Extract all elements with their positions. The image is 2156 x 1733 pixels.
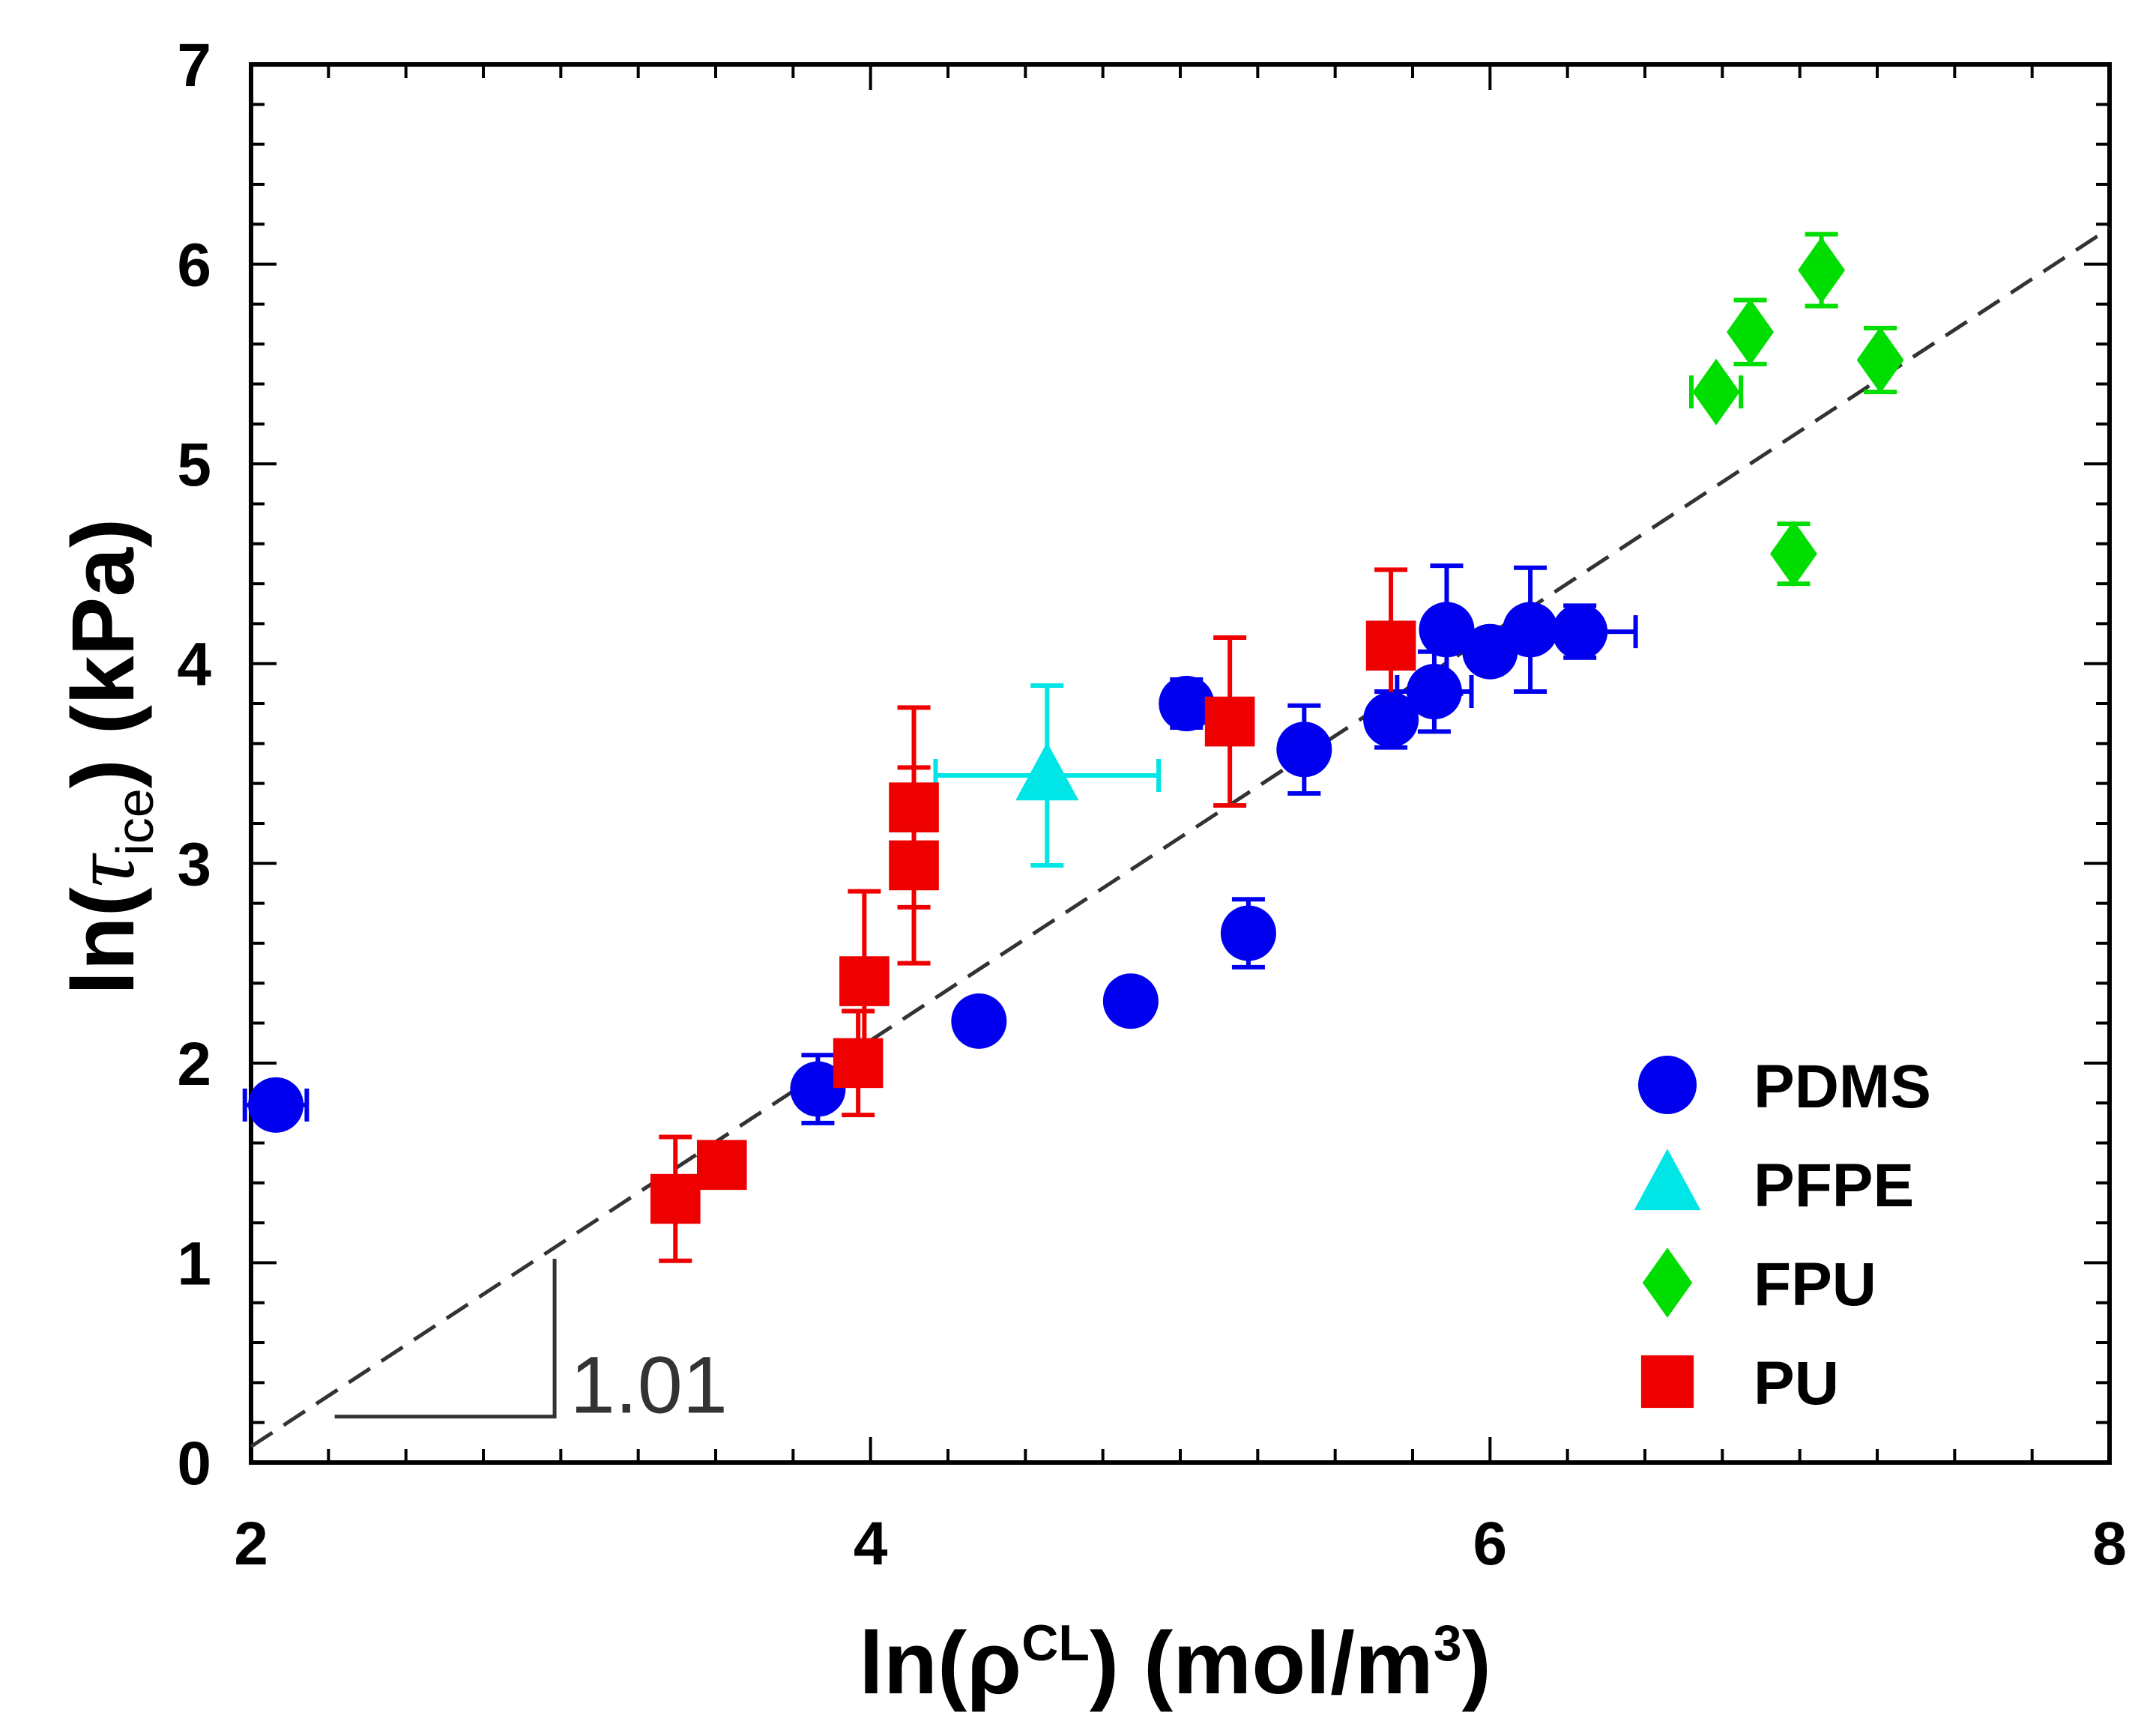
data-points <box>248 237 1904 1224</box>
pu-point <box>1365 620 1416 671</box>
y-tick-label: 6 <box>177 232 211 300</box>
x-tick-label: 8 <box>2092 1510 2127 1578</box>
x-tick-label: 4 <box>854 1510 888 1578</box>
y-tick-label: 1 <box>177 1230 211 1298</box>
y-tick-label: 5 <box>177 431 211 499</box>
pu-point <box>696 1140 747 1191</box>
pdms-point <box>790 1061 846 1117</box>
slope-label: 1.01 <box>570 1339 728 1430</box>
pdms-point <box>1363 692 1419 748</box>
fpu-point <box>1769 520 1817 587</box>
legend-pu-marker <box>1640 1355 1694 1409</box>
pdms-point <box>1220 905 1276 961</box>
pfpe-point <box>1015 742 1079 801</box>
pu-point <box>889 782 939 832</box>
legend: PDMS PFPE FPU PU <box>1634 1053 1931 1418</box>
pdms-point <box>1406 664 1462 720</box>
legend-pfpe-label: PFPE <box>1754 1152 1914 1220</box>
x-tick-label: 6 <box>1473 1510 1508 1578</box>
y-tick-label: 7 <box>177 31 211 100</box>
pdms-point <box>1159 676 1215 732</box>
axis-tick-labels: 2 4 6 8 0 1 2 3 4 5 6 7 <box>177 31 2126 1578</box>
fpu-point <box>1692 358 1740 426</box>
x-axis-title: ln(ρCL) (mol/m3) <box>859 1614 1491 1713</box>
pdms-point <box>1503 602 1559 658</box>
pu-point <box>650 1173 701 1224</box>
pdms-point <box>1276 722 1332 778</box>
legend-pdms-label: PDMS <box>1754 1053 1931 1121</box>
fpu-point <box>1798 237 1846 303</box>
y-tick-label: 4 <box>177 631 211 699</box>
pdms-point <box>1552 604 1608 660</box>
pdms-point <box>951 993 1007 1049</box>
y-tick-label: 3 <box>177 830 211 898</box>
slope-triangle-lines <box>334 1259 557 1419</box>
y-tick-label: 0 <box>177 1430 211 1498</box>
pdms-point <box>1419 602 1475 658</box>
axis-ticks <box>250 63 2111 1464</box>
legend-pdms-marker <box>1638 1056 1697 1114</box>
pdms-point <box>1102 973 1159 1029</box>
pu-point <box>839 956 890 1006</box>
slope-triangle: 1.01 <box>334 1259 728 1430</box>
x-tick-label: 2 <box>234 1510 268 1578</box>
pu-point <box>1204 696 1255 747</box>
pu-point <box>889 840 939 891</box>
pdms-point <box>248 1077 304 1133</box>
legend-pfpe-marker <box>1634 1149 1701 1211</box>
legend-pu-label: PU <box>1754 1349 1839 1418</box>
y-axis-title: ln(τice) (kPa) <box>54 518 164 996</box>
legend-fpu-label: FPU <box>1754 1250 1876 1319</box>
fpu-point <box>1727 298 1774 366</box>
y-tick-label: 2 <box>177 1030 211 1098</box>
fit-line <box>250 226 2111 1448</box>
legend-fpu-marker <box>1642 1247 1693 1318</box>
fpu-point <box>1856 327 1904 393</box>
pu-point <box>833 1038 884 1089</box>
